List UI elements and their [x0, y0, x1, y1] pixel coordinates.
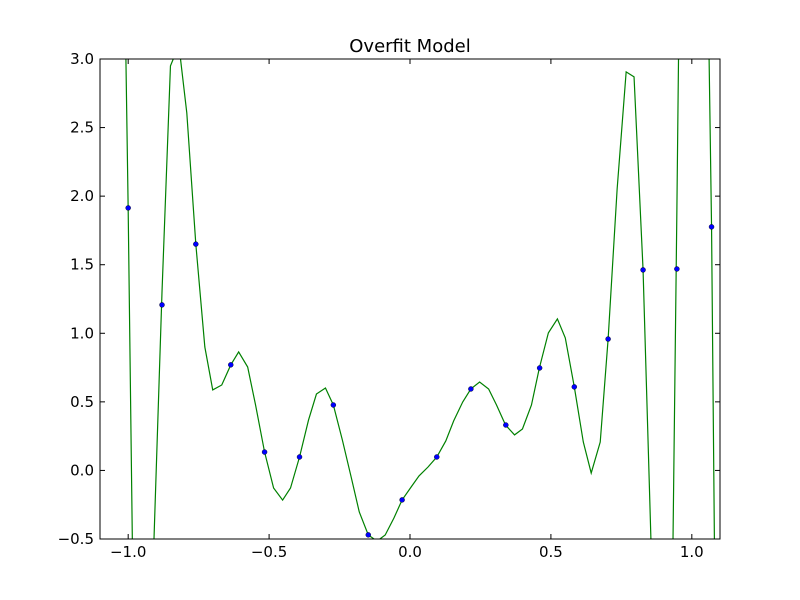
- data-point: [399, 497, 405, 503]
- data-point: [125, 205, 131, 211]
- x-tick-label: −1.0: [110, 543, 146, 561]
- data-point: [571, 384, 577, 390]
- y-tick-label: −0.5: [58, 530, 94, 548]
- data-point: [296, 454, 303, 460]
- y-tick-label: 0.5: [70, 393, 94, 411]
- data-point: [159, 302, 165, 308]
- data-point: [536, 365, 543, 371]
- data-point: [503, 422, 509, 428]
- model-line: [125, 59, 715, 539]
- x-tick-label: 0.5: [539, 543, 563, 561]
- y-tick-label: 1.5: [70, 256, 94, 274]
- plot-area: [125, 59, 715, 539]
- data-point: [434, 454, 440, 460]
- data-point: [330, 402, 337, 408]
- data-point: [468, 386, 474, 392]
- y-tick-label: 1.0: [70, 324, 94, 342]
- chart-title: Overfit Model: [349, 36, 470, 57]
- data-point: [640, 267, 646, 273]
- data-point: [228, 362, 234, 368]
- x-tick-label: 1.0: [680, 543, 704, 561]
- y-tick-label: 0.0: [70, 461, 94, 479]
- y-tick-label: 3.0: [70, 50, 94, 68]
- y-tick-label: 2.0: [70, 187, 94, 205]
- y-tick-label: 2.5: [70, 119, 94, 137]
- x-tick-label: −0.5: [251, 543, 287, 561]
- data-point: [605, 336, 611, 342]
- data-point: [193, 241, 199, 247]
- data-point: [365, 532, 371, 538]
- x-tick-label: 0.0: [398, 543, 422, 561]
- data-point: [708, 224, 715, 230]
- data-point: [261, 449, 268, 455]
- data-point: [674, 266, 680, 272]
